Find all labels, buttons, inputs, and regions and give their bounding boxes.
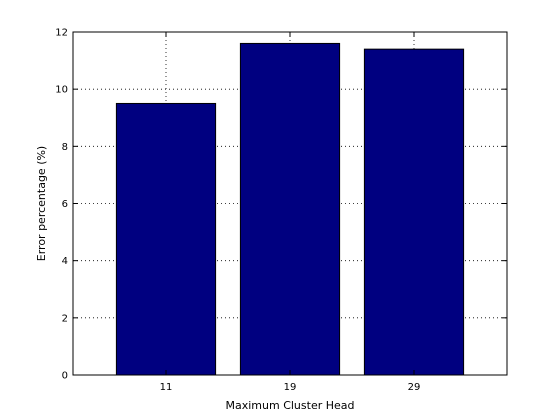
x-tick-labels: 11 19 29 — [160, 382, 421, 393]
tick-marks — [73, 31, 507, 376]
y-axis-label: Error percentage (%) — [35, 146, 48, 261]
x-axis-label: Maximum Cluster Head — [226, 399, 355, 412]
y-tick-labels: 0 2 4 6 8 10 12 — [55, 28, 68, 382]
y-tick-label: 8 — [62, 142, 68, 153]
y-tick-label: 4 — [62, 256, 68, 267]
y-tick-label: 0 — [62, 371, 68, 382]
x-tick-label: 29 — [408, 382, 421, 393]
y-tick-label: 10 — [55, 85, 68, 96]
bars — [115, 42, 465, 376]
x-tick-label: 19 — [284, 382, 297, 393]
y-tick-label: 12 — [55, 28, 68, 39]
bar — [363, 48, 465, 376]
bar — [115, 102, 217, 376]
y-tick-label: 2 — [62, 313, 68, 324]
y-tick-label: 6 — [62, 199, 68, 210]
bar — [239, 42, 341, 376]
x-tick-label: 11 — [160, 382, 173, 393]
